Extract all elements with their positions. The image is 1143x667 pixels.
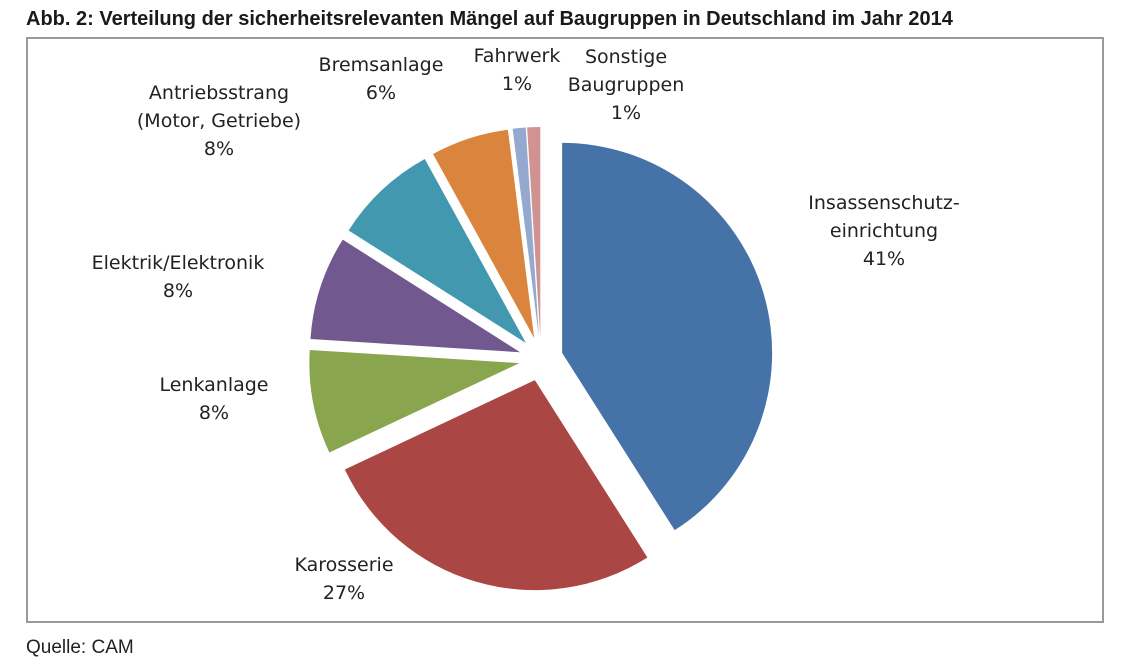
pie-slice-sonstige-baugruppen <box>527 127 541 338</box>
pie-slice-bremsanlage <box>433 129 535 339</box>
pie-slice-karosserie <box>344 380 648 591</box>
chart-title: Abb. 2: Verteilung der sicherheitsreleva… <box>26 8 953 30</box>
pie-slice-lenkanlage <box>309 349 520 453</box>
pie-slice-insassenschutz-einrichtung <box>562 142 773 531</box>
pie-slices <box>309 127 773 591</box>
pie-labels: Insassenschutz-einrichtung 41% Karosserie 2… <box>92 45 960 604</box>
data-label-elektrik-elektronik: Elektrik/Elektronik 8% <box>92 252 265 302</box>
pie-chart: Insassenschutz-einrichtung 41% Karosserie 2… <box>92 45 960 604</box>
data-label-fahrwerk: Fahrwerk 1% <box>474 45 561 95</box>
data-label-sonstige-baugruppen: Sonstige Baugruppen 1% <box>568 46 685 124</box>
data-label-lenkanlage: Lenkanlage 8% <box>159 374 268 424</box>
data-label-antriebsstrang-motor-getriebe: Antriebsstrang (Motor, Getriebe) 8% <box>137 82 301 160</box>
pie-slice-fahrwerk <box>512 127 539 338</box>
data-label-karosserie: Karosserie 27% <box>294 554 393 604</box>
source-note: Quelle: CAM <box>26 637 134 658</box>
pie-slice-elektrik-elektronik <box>310 239 521 353</box>
chart-frame: Insassenschutz-einrichtung 41% Karosserie 2… <box>26 37 1104 623</box>
pie-slice-antriebsstrang-motor-getriebe <box>348 158 526 343</box>
data-label-insassenschutz-einrichtung: Insassenschutz-einrichtung 41% <box>808 192 959 270</box>
data-label-bremsanlage: Bremsanlage 6% <box>319 54 444 104</box>
